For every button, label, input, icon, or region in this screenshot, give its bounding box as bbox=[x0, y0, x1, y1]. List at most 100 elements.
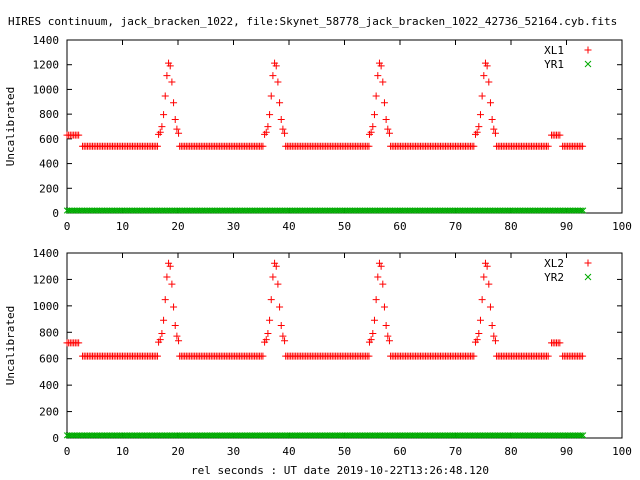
data-point bbox=[473, 128, 481, 136]
data-point bbox=[377, 262, 385, 270]
y-tick-label: 200 bbox=[39, 182, 59, 195]
y-tick-label: 800 bbox=[39, 108, 59, 121]
y-tick-label: 400 bbox=[39, 158, 59, 171]
series-XL1 bbox=[63, 59, 587, 150]
legend-label: XL2 bbox=[544, 257, 564, 270]
data-point bbox=[277, 115, 285, 123]
data-point bbox=[170, 303, 178, 311]
data-point bbox=[153, 142, 161, 150]
x-tick-label: 90 bbox=[560, 445, 573, 458]
legend-label: XL1 bbox=[544, 44, 564, 57]
data-point bbox=[578, 432, 585, 439]
data-point bbox=[486, 99, 494, 107]
plot-frame bbox=[66, 252, 623, 439]
data-point bbox=[166, 62, 174, 70]
data-point bbox=[161, 92, 169, 100]
data-point bbox=[262, 336, 270, 344]
data-point bbox=[384, 332, 392, 340]
data-point bbox=[281, 337, 289, 345]
data-point bbox=[483, 62, 491, 70]
data-point bbox=[168, 78, 176, 86]
data-point bbox=[365, 352, 373, 360]
data-point bbox=[544, 142, 552, 150]
data-point bbox=[473, 336, 481, 344]
data-point bbox=[475, 329, 483, 337]
series-YR1 bbox=[63, 207, 587, 214]
data-point bbox=[372, 92, 380, 100]
y-tick-label: 1000 bbox=[33, 300, 60, 313]
data-point bbox=[156, 336, 164, 344]
data-point bbox=[75, 131, 83, 139]
y-axis-label: Uncalibrated bbox=[4, 87, 17, 166]
y-tick-label: 600 bbox=[39, 353, 59, 366]
data-point bbox=[385, 129, 393, 137]
x-tick-label: 50 bbox=[338, 445, 351, 458]
data-point bbox=[370, 111, 378, 119]
data-point bbox=[274, 280, 282, 288]
data-point bbox=[475, 123, 483, 131]
data-point bbox=[480, 72, 488, 80]
data-point bbox=[277, 322, 285, 330]
data-point bbox=[481, 259, 489, 267]
plot-frame bbox=[66, 39, 623, 214]
data-point bbox=[486, 303, 494, 311]
data-point bbox=[485, 78, 493, 86]
x-tick-label: 60 bbox=[393, 445, 406, 458]
data-point bbox=[476, 111, 484, 119]
data-point bbox=[470, 142, 478, 150]
legend-marker bbox=[584, 60, 592, 68]
data-point bbox=[168, 280, 176, 288]
data-point bbox=[369, 329, 377, 337]
y-tick-label: 1400 bbox=[33, 34, 60, 47]
data-point bbox=[374, 273, 382, 281]
data-point bbox=[372, 296, 380, 304]
data-point bbox=[276, 303, 284, 311]
data-point bbox=[490, 125, 498, 133]
data-point bbox=[170, 99, 178, 107]
y-tick-label: 1200 bbox=[33, 59, 60, 72]
data-point bbox=[374, 72, 382, 80]
data-point bbox=[276, 99, 284, 107]
data-point bbox=[579, 142, 587, 150]
data-point bbox=[556, 339, 564, 347]
data-point bbox=[264, 329, 272, 337]
x-tick-label: 40 bbox=[282, 220, 295, 233]
data-point bbox=[160, 111, 168, 119]
data-point bbox=[165, 259, 173, 267]
bottom-panel: 0 10 20 30 40 50 60 70 80 90 100020040060080010001… bbox=[4, 247, 632, 458]
data-point bbox=[556, 131, 564, 139]
data-point bbox=[266, 316, 274, 324]
data-point bbox=[175, 129, 183, 137]
x-tick-label: 50 bbox=[338, 220, 351, 233]
data-point bbox=[160, 316, 168, 324]
data-point bbox=[480, 273, 488, 281]
data-point bbox=[173, 125, 181, 133]
data-point bbox=[385, 337, 393, 345]
data-point bbox=[380, 99, 388, 107]
data-point bbox=[171, 115, 179, 123]
data-point bbox=[158, 123, 166, 131]
data-point bbox=[262, 128, 270, 136]
data-point bbox=[491, 337, 499, 345]
data-point bbox=[478, 92, 486, 100]
x-tick-label: 10 bbox=[116, 220, 129, 233]
data-point bbox=[369, 123, 377, 131]
legend-label: YR2 bbox=[544, 271, 564, 284]
legend-label: YR1 bbox=[544, 58, 564, 71]
top-panel: 0 10 20 30 40 50 60 70 80 90 100020040060080010001… bbox=[4, 34, 632, 233]
data-point bbox=[166, 262, 174, 270]
x-tick-label: 70 bbox=[449, 445, 462, 458]
data-point bbox=[274, 78, 282, 86]
data-point bbox=[259, 352, 267, 360]
data-point bbox=[485, 280, 493, 288]
data-point bbox=[158, 329, 166, 337]
data-point bbox=[264, 123, 272, 131]
data-point bbox=[367, 128, 375, 136]
y-tick-label: 1400 bbox=[33, 247, 60, 260]
data-point bbox=[384, 125, 392, 133]
x-tick-label: 20 bbox=[171, 220, 184, 233]
data-point bbox=[279, 332, 287, 340]
y-tick-label: 0 bbox=[52, 432, 59, 445]
data-point bbox=[478, 296, 486, 304]
